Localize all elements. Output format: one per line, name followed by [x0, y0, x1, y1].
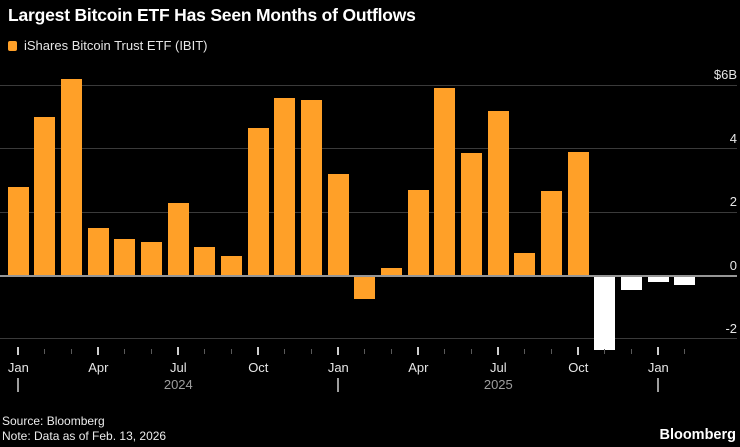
bar-oct-2024: [247, 128, 269, 276]
bar-jan-2024: [7, 186, 29, 276]
x-axis-month-label-oct-9: Oct: [248, 360, 269, 375]
x-tick-major: [177, 347, 180, 355]
bar-mar-2024: [61, 78, 83, 276]
bar-may-2025: [434, 88, 456, 276]
bar-apr-2025: [407, 189, 429, 276]
x-tick-minor: [204, 349, 206, 354]
x-axis-month-label-apr-15: Apr: [408, 360, 429, 375]
x-tick-minor: [524, 349, 526, 354]
y-axis-label--6b: $6B: [713, 67, 737, 83]
gridline--2: [0, 338, 737, 340]
x-axis-month-label-jan-24: Jan: [647, 360, 669, 375]
chart-legend: iShares Bitcoin Trust ETF (IBIT): [8, 38, 208, 53]
x-axis-month-label-jan-0: Jan: [7, 360, 29, 375]
bar-jun-2024: [141, 242, 163, 276]
x-tick-minor: [604, 349, 606, 354]
x-axis-month-label-jul-18: Jul: [490, 360, 507, 375]
x-tick-minor: [284, 349, 286, 354]
note-line: Note: Data as of Feb. 13, 2026: [2, 428, 167, 443]
bar-aug-2024: [194, 246, 216, 276]
legend-label: iShares Bitcoin Trust ETF (IBIT): [24, 38, 208, 53]
x-tick-minor: [71, 349, 73, 354]
y-axis-label--2: -2: [725, 320, 737, 336]
x-tick-major: [257, 347, 260, 355]
x-tick-minor: [391, 349, 393, 354]
year-divider: [337, 378, 340, 392]
y-axis-label-4: 4: [729, 130, 737, 146]
x-tick-minor: [471, 349, 473, 354]
x-tick-major: [417, 347, 420, 355]
bar-nov-2024: [274, 97, 296, 276]
bar-sep-2025: [541, 191, 563, 276]
source-line: Source: Bloomberg: [2, 414, 105, 428]
bloomberg-logo: Bloomberg: [659, 427, 736, 443]
x-tick-major: [497, 347, 500, 355]
x-axis-year-label-2024: 2024: [163, 377, 193, 392]
bar-may-2024: [114, 239, 136, 276]
bar-oct-2025: [567, 151, 589, 276]
x-tick-minor: [364, 349, 366, 354]
legend-swatch-icon: [8, 40, 17, 51]
x-axis-month-label-jan-12: Jan: [327, 360, 349, 375]
x-tick-minor: [151, 349, 153, 354]
year-divider: [17, 378, 20, 392]
bar-sep-2024: [221, 256, 243, 276]
bar-dec-2024: [301, 99, 323, 276]
bar-aug-2025: [514, 253, 536, 276]
x-tick-minor: [631, 349, 633, 354]
bar-apr-2024: [87, 227, 109, 276]
bar-nov-2025: [594, 275, 616, 350]
x-axis-year-label-2025: 2025: [483, 377, 513, 392]
x-axis-month-label-jul-6: Jul: [170, 360, 187, 375]
x-tick-minor: [44, 349, 46, 354]
bar-jul-2024: [167, 202, 189, 276]
bar-mar-2025: [381, 267, 403, 276]
x-tick-minor: [551, 349, 553, 354]
bar-jun-2025: [461, 153, 483, 276]
x-tick-minor: [124, 349, 126, 354]
bar-dec-2025: [621, 275, 643, 290]
x-tick-minor: [311, 349, 313, 354]
bar-jan-2026: [647, 275, 669, 282]
bar-feb-2024: [34, 117, 56, 276]
bar-jan-2025: [327, 174, 349, 276]
bar-feb-2026: [674, 275, 696, 285]
zero-baseline: [0, 274, 737, 277]
x-tick-major: [17, 347, 20, 355]
x-tick-major: [577, 347, 580, 355]
bar-jul-2025: [487, 110, 509, 276]
year-divider: [657, 378, 660, 392]
chart-title: Largest Bitcoin ETF Has Seen Months of O…: [8, 5, 416, 25]
x-tick-major: [337, 347, 340, 355]
x-axis-month-label-apr-3: Apr: [88, 360, 109, 375]
x-tick-major: [657, 347, 660, 355]
gridline-6: [0, 84, 737, 86]
gridline-4: [0, 148, 737, 150]
y-axis-label-0: 0: [729, 257, 737, 273]
x-tick-minor: [444, 349, 446, 354]
x-tick-minor: [684, 349, 686, 354]
x-tick-minor: [231, 349, 233, 354]
x-tick-major: [97, 347, 100, 355]
gridline-2: [0, 211, 737, 213]
y-axis-label-2: 2: [729, 194, 737, 210]
x-axis-month-label-oct-21: Oct: [568, 360, 589, 375]
chart-footer: Source: Bloomberg Note: Data as of Feb. …: [2, 414, 166, 443]
bar-feb-2025: [354, 275, 376, 300]
